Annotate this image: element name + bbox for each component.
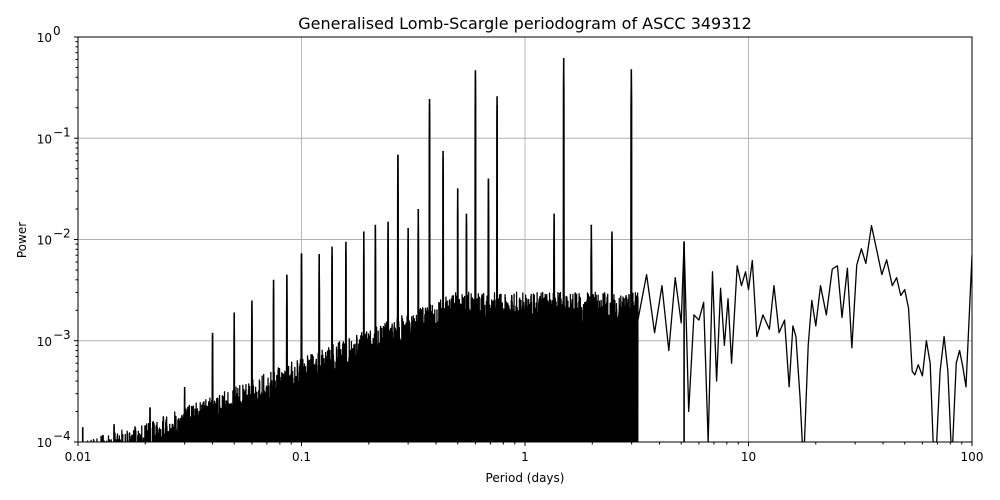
y-tick-label: 10 [37, 436, 52, 450]
y-tick-label: 10 [37, 234, 52, 248]
y-tick-exponent: −1 [53, 125, 71, 139]
periodogram-series [81, 58, 972, 442]
y-tick-exponent: −4 [53, 429, 71, 443]
x-tick-label: 0.1 [292, 450, 311, 464]
y-tick-label: 10 [37, 31, 52, 45]
y-tick-exponent: 0 [53, 24, 61, 38]
x-tick-label: 100 [961, 450, 984, 464]
x-axis-label: Period (days) [486, 471, 565, 485]
x-axis-ticks: 0.01 0.1 1 10 100 [65, 442, 984, 464]
y-tick-exponent: −3 [53, 328, 71, 342]
y-tick-exponent: −2 [53, 227, 71, 241]
x-tick-label: 1 [521, 450, 529, 464]
y-axis-label: Power [15, 222, 29, 258]
x-tick-label: 10 [741, 450, 756, 464]
y-tick-label: 10 [37, 335, 52, 349]
chart-title: Generalised Lomb-Scargle periodogram of … [298, 14, 752, 33]
x-tick-label: 0.01 [65, 450, 92, 464]
y-tick-label: 10 [37, 132, 52, 146]
